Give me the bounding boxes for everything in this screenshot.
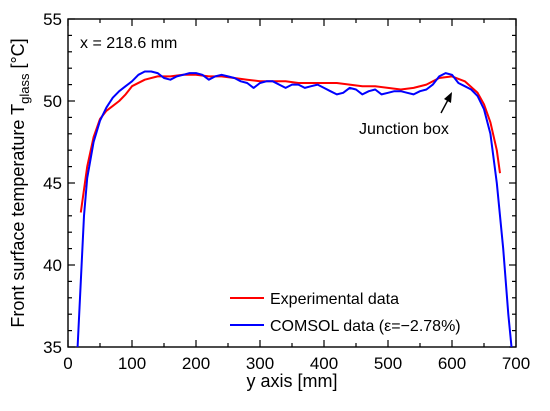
x-axis-title: y axis [mm] (246, 371, 337, 391)
y-axis-title-subscript: glass (17, 73, 32, 104)
y-tick-label: 50 (43, 92, 62, 111)
x-tick-label: 100 (118, 354, 146, 373)
x-tick-label: 0 (63, 354, 72, 373)
x-tick-label: 200 (182, 354, 210, 373)
junction-box-annotation: Junction box (359, 121, 449, 138)
y-tick-label: 35 (43, 338, 62, 357)
y-axis-title: Front surface temperature Tglass [°C] (8, 38, 32, 327)
series-group (76, 70, 513, 347)
y-tick-label: 55 (43, 10, 62, 29)
x-tick-label: 500 (374, 354, 402, 373)
axis-ticks (67, 18, 517, 348)
tick-labels: 0 100 200 300 400 500 600 700 35 40 45 50 55 (43, 10, 530, 373)
x-tick-label: 400 (310, 354, 338, 373)
legend-label-comsol: COMSOL data (ε=−2.78%) (270, 318, 461, 335)
y-axis-title-main: Front surface temperature T (8, 104, 28, 328)
junction-box-arrow-head (444, 92, 452, 103)
x-tick-label: 300 (246, 354, 274, 373)
series-experimental-line (79, 73, 501, 213)
x-tick-label: 700 (502, 354, 530, 373)
legend: Experimental data COMSOL data (ε=−2.78%) (230, 291, 461, 335)
y-tick-label: 40 (43, 256, 62, 275)
y-tick-label: 45 (43, 174, 62, 193)
legend-label-experimental: Experimental data (270, 291, 399, 308)
y-axis-title-unit: [°C] (8, 38, 28, 73)
position-annotation: x = 218.6 mm (80, 35, 177, 52)
series-comsol-line (76, 70, 513, 347)
x-tick-label: 600 (438, 354, 466, 373)
